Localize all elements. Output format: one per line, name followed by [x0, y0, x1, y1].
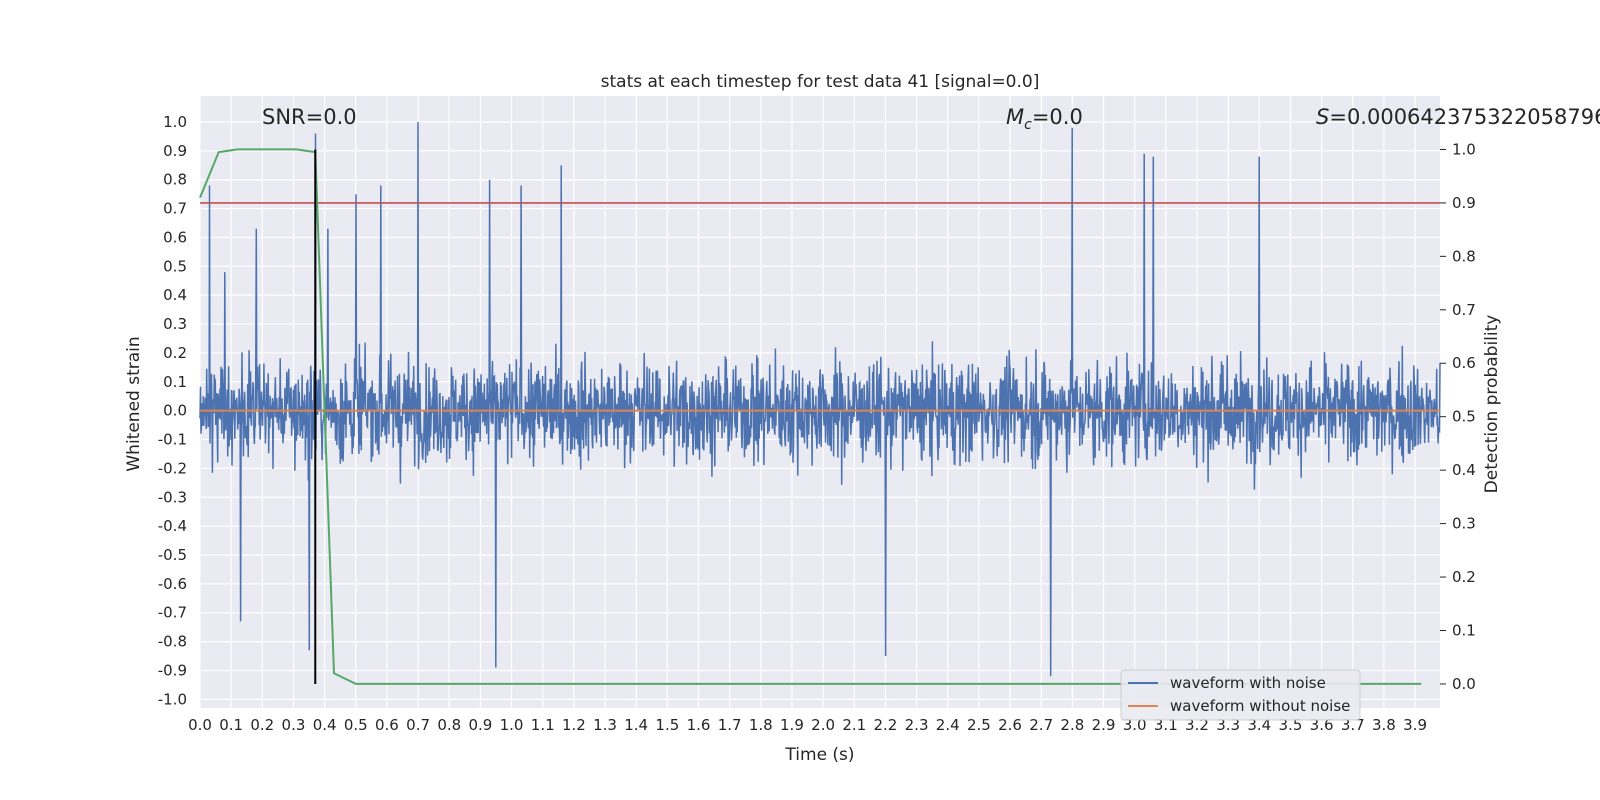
y2-tick-label: 1.0	[1452, 140, 1476, 158]
y2-tick-label: 0.0	[1452, 675, 1476, 693]
x-tick-label: 2.1	[842, 716, 866, 734]
x-tick-label: 0.2	[250, 716, 274, 734]
chirp-mass-value: =0.0	[1032, 105, 1083, 129]
legend-label-noise: waveform with noise	[1170, 674, 1326, 692]
chirp-mass-symbol: M	[1006, 105, 1024, 129]
x-tick-label: 0.6	[375, 716, 399, 734]
x-tick-label: 0.1	[219, 716, 243, 734]
x-tick-label: 1.3	[593, 716, 617, 734]
snr-annotation: SNR=0.0	[262, 105, 357, 129]
y-tick-labels: -1.0 -0.9 -0.8 -0.7 -0.6 -0.5 -0.4 -0.3 -0.2 -0.1…	[158, 113, 187, 708]
x-tick-label: 0.5	[344, 716, 368, 734]
y2-tick-label: 0.8	[1452, 247, 1476, 265]
x-tick-label: 1.9	[780, 716, 804, 734]
x-tick-label: 2.9	[1092, 716, 1116, 734]
y2-tick-label: 0.7	[1452, 301, 1476, 319]
y-tick-label: 0.7	[163, 200, 187, 218]
y-tick-label: -0.9	[158, 661, 187, 679]
x-tick-label: 1.2	[562, 716, 586, 734]
y-tick-label: 0.5	[163, 257, 187, 275]
legend-box	[1120, 669, 1361, 721]
y2-tick-label: 0.5	[1452, 408, 1476, 426]
series-waveform-with-noise	[199, 121, 1441, 677]
y2-tick-label: 0.3	[1452, 515, 1476, 533]
y2-tick-label: 0.4	[1452, 461, 1476, 479]
x-tick-label: 3.9	[1403, 716, 1427, 734]
x-tick-label: 2.6	[998, 716, 1022, 734]
y-tick-label: 0.8	[163, 171, 187, 189]
y2-tick-labels: 0.0 0.1 0.2 0.3 0.4 0.5 0.6 0.7 0.8 0.9 1.0	[1440, 140, 1476, 693]
x-tick-label: 2.2	[873, 716, 897, 734]
x-tick-label: 0.4	[313, 716, 337, 734]
x-tick-label: 1.7	[718, 716, 742, 734]
x-tick-label: 0.0	[188, 716, 212, 734]
x-tick-label: 3.8	[1372, 716, 1396, 734]
y-tick-label: -0.6	[158, 575, 187, 593]
x-tick-label: 2.8	[1060, 716, 1084, 734]
x-tick-label: 1.0	[500, 716, 524, 734]
y2-tick-label: 0.6	[1452, 354, 1476, 372]
x-axis-label: Time (s)	[784, 745, 854, 765]
y2-tick-label: 0.2	[1452, 568, 1476, 586]
x-tick-label: 2.3	[905, 716, 929, 734]
y-tick-label: -0.4	[158, 517, 187, 535]
y-tick-label: 0.9	[163, 142, 187, 160]
x-tick-label: 0.7	[406, 716, 430, 734]
x-tick-label: 1.6	[687, 716, 711, 734]
x-tick-label: 2.0	[811, 716, 835, 734]
y-tick-label: 0.6	[163, 228, 187, 246]
x-tick-label: 0.9	[468, 716, 492, 734]
y-tick-label: 0.3	[163, 315, 187, 333]
s-annotation: S=0.000642375322058796	[1316, 105, 1600, 129]
s-symbol: S	[1316, 105, 1329, 129]
x-tick-label: 1.5	[655, 716, 679, 734]
y-tick-label: -0.1	[158, 431, 187, 449]
x-tick-label: 2.4	[936, 716, 960, 734]
y-axis-label: Whitened strain	[124, 336, 144, 471]
y-tick-label: -0.5	[158, 546, 187, 564]
x-tick-label: 1.4	[624, 716, 648, 734]
detection-probability-line	[199, 148, 1422, 685]
y2-tick-label: 0.9	[1452, 194, 1476, 212]
y-tick-label: -0.3	[158, 488, 187, 506]
x-tick-label: 1.1	[531, 716, 555, 734]
series-detection-probability	[199, 148, 1422, 685]
legend: waveform with noise waveform without noi…	[1120, 669, 1361, 721]
y2-axis-label: Detection probability	[1482, 315, 1502, 494]
chirp-mass-annotation: Mc=0.0	[1006, 105, 1083, 133]
s-value: =0.000642375322058796	[1329, 105, 1600, 129]
y2-tick-label: 0.1	[1452, 621, 1476, 639]
y-tick-label: -0.2	[158, 459, 187, 477]
x-tick-label: 0.8	[437, 716, 461, 734]
x-tick-label: 1.8	[749, 716, 773, 734]
y-tick-label: 0.0	[163, 402, 187, 420]
chirp-mass-subscript: c	[1024, 117, 1032, 133]
y-tick-label: 0.2	[163, 344, 187, 362]
chart-title: stats at each timestep for test data 41 …	[601, 72, 1040, 92]
y-tick-label: -1.0	[158, 690, 187, 708]
noise-waveform-line	[199, 121, 1441, 677]
x-tick-label: 2.7	[1029, 716, 1053, 734]
legend-label-clean: waveform without noise	[1170, 697, 1350, 715]
y-tick-label: -0.8	[158, 633, 187, 651]
x-tick-label: 0.3	[282, 716, 306, 734]
y-tick-label: 1.0	[163, 113, 187, 131]
y-tick-label: -0.7	[158, 604, 187, 622]
y-tick-label: 0.4	[163, 286, 187, 304]
x-tick-label: 2.5	[967, 716, 991, 734]
y-tick-label: 0.1	[163, 373, 187, 391]
